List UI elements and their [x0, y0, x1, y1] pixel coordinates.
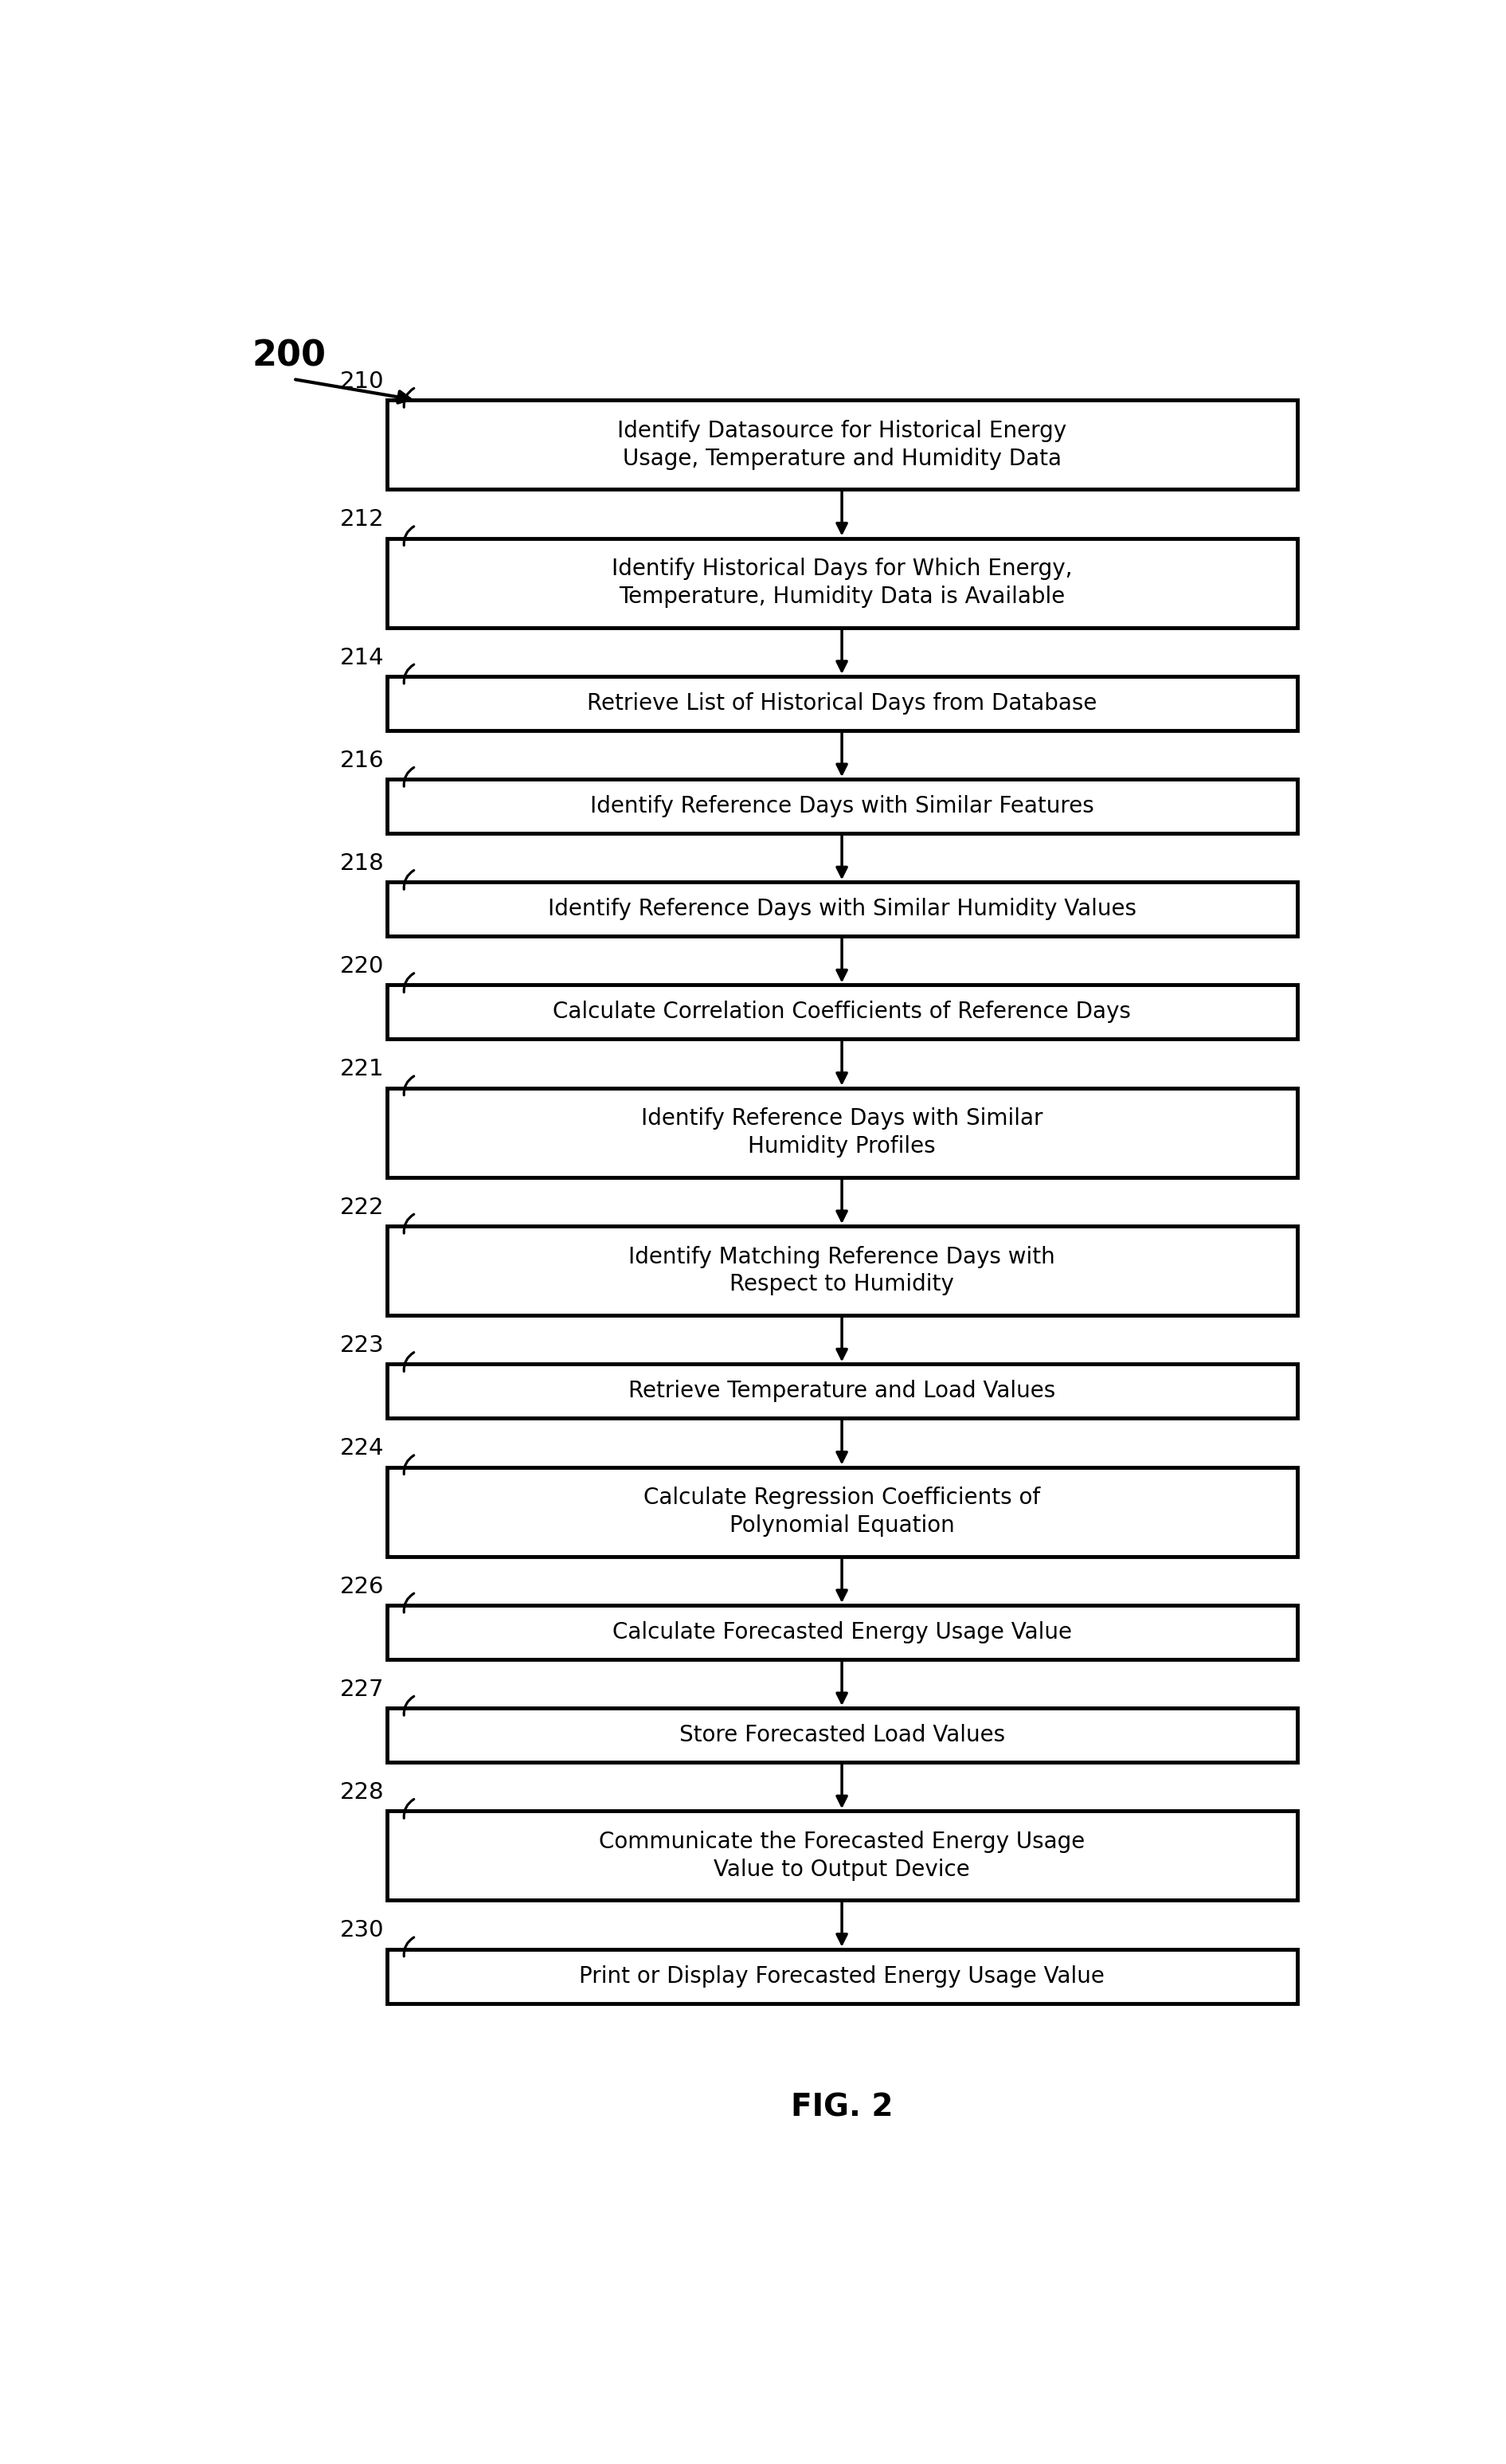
- Text: 214: 214: [340, 646, 384, 668]
- Text: Identify Reference Days with Similar Features: Identify Reference Days with Similar Fea…: [590, 796, 1093, 818]
- Text: Print or Display Forecasted Energy Usage Value: Print or Display Forecasted Energy Usage…: [580, 1964, 1104, 1988]
- Text: Identify Datasource for Historical Energy
Usage, Temperature and Humidity Data: Identify Datasource for Historical Energ…: [617, 419, 1066, 471]
- Text: Retrieve Temperature and Load Values: Retrieve Temperature and Load Values: [628, 1380, 1056, 1402]
- Text: 221: 221: [340, 1057, 384, 1082]
- Bar: [387, 1708, 1297, 1762]
- Text: Identify Historical Days for Which Energy,
Temperature, Humidity Data is Availab: Identify Historical Days for Which Energ…: [611, 557, 1072, 609]
- Text: Store Forecasted Load Values: Store Forecasted Load Values: [679, 1725, 1005, 1747]
- Text: 216: 216: [340, 749, 384, 771]
- Bar: [387, 1604, 1297, 1658]
- Bar: [387, 1227, 1297, 1316]
- Text: 226: 226: [340, 1574, 384, 1597]
- Text: Identify Matching Reference Days with
Respect to Humidity: Identify Matching Reference Days with Re…: [628, 1247, 1056, 1296]
- Text: 218: 218: [340, 853, 384, 875]
- Bar: [387, 1466, 1297, 1557]
- Text: 228: 228: [340, 1781, 384, 1804]
- Text: Communicate the Forecasted Energy Usage
Value to Output Device: Communicate the Forecasted Energy Usage …: [599, 1831, 1084, 1880]
- Text: 220: 220: [340, 956, 384, 978]
- Bar: [387, 882, 1297, 936]
- Text: 212: 212: [340, 508, 384, 530]
- Bar: [387, 986, 1297, 1040]
- Text: 210: 210: [340, 370, 384, 392]
- Text: 227: 227: [340, 1678, 384, 1700]
- Bar: [387, 1365, 1297, 1419]
- Bar: [387, 779, 1297, 833]
- Bar: [387, 537, 1297, 628]
- Text: 200: 200: [253, 340, 327, 375]
- Text: FIG. 2: FIG. 2: [791, 2092, 893, 2122]
- Bar: [387, 1811, 1297, 1900]
- Text: Identify Reference Days with Similar Humidity Values: Identify Reference Days with Similar Hum…: [548, 897, 1136, 922]
- Text: Calculate Forecasted Energy Usage Value: Calculate Forecasted Energy Usage Value: [611, 1621, 1072, 1643]
- Bar: [387, 675, 1297, 729]
- Text: 222: 222: [340, 1198, 384, 1220]
- Bar: [387, 1089, 1297, 1178]
- Text: 224: 224: [340, 1437, 384, 1459]
- Text: 230: 230: [340, 1919, 384, 1942]
- Text: 223: 223: [340, 1335, 384, 1358]
- Text: Calculate Correlation Coefficients of Reference Days: Calculate Correlation Coefficients of Re…: [553, 1000, 1131, 1023]
- Text: Identify Reference Days with Similar
Humidity Profiles: Identify Reference Days with Similar Hum…: [642, 1109, 1042, 1158]
- Bar: [387, 399, 1297, 490]
- Text: Retrieve List of Historical Days from Database: Retrieve List of Historical Days from Da…: [587, 692, 1096, 715]
- Text: Calculate Regression Coefficients of
Polynomial Equation: Calculate Regression Coefficients of Pol…: [643, 1486, 1041, 1538]
- Bar: [387, 1949, 1297, 2003]
